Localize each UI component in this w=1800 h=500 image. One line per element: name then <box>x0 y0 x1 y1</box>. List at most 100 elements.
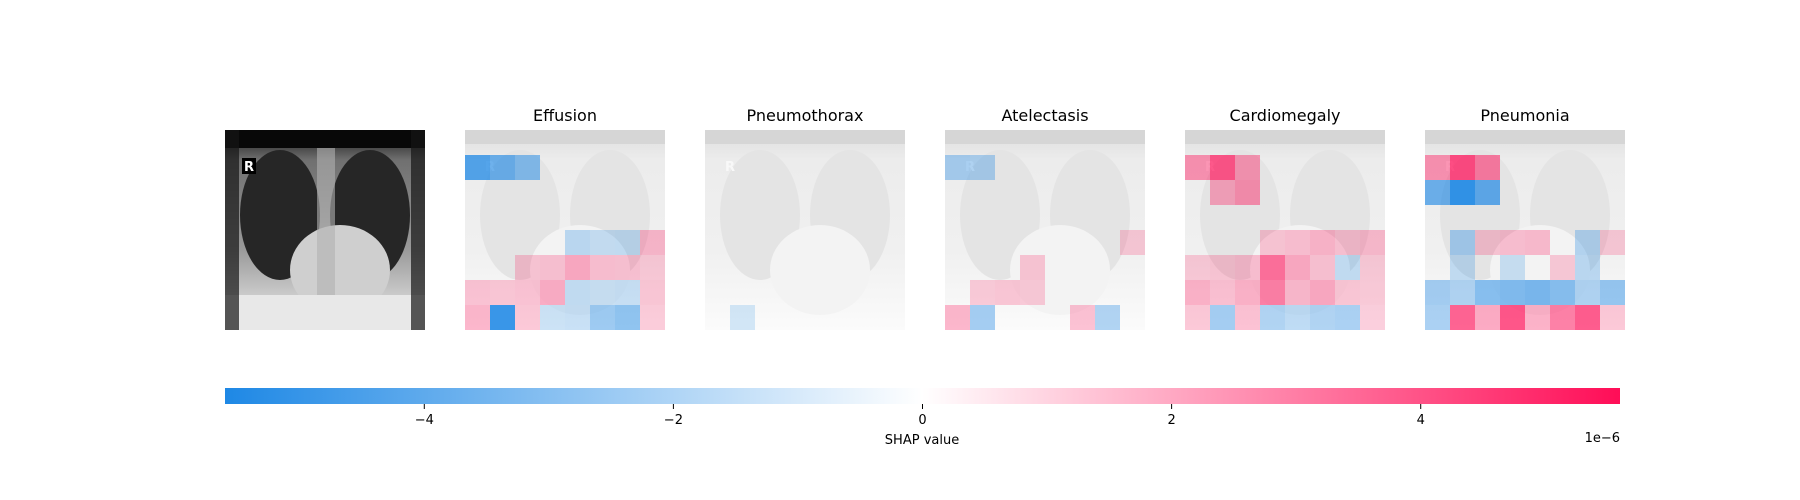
heatmap-cell <box>615 280 640 305</box>
heatmap-cell <box>1235 255 1260 280</box>
heatmap-cell <box>490 280 515 305</box>
heatmap-cell <box>540 255 565 280</box>
heatmap-cell <box>1185 305 1210 330</box>
heatmap-cell <box>1260 230 1285 255</box>
heatmap-cell <box>1020 255 1045 280</box>
heatmap-cell <box>1360 305 1385 330</box>
heatmap-cell <box>1210 255 1235 280</box>
heatmap-cell <box>1450 230 1475 255</box>
colorbar-tick-label: 0 <box>918 413 926 428</box>
heatmap-cell <box>565 255 590 280</box>
heatmap-cell <box>565 230 590 255</box>
colorbar-tick-label: −2 <box>664 413 683 428</box>
heatmap-cell <box>1425 280 1450 305</box>
heatmap-cell <box>1525 280 1550 305</box>
heatmap-cell <box>945 155 970 180</box>
heatmap-cell <box>1070 305 1095 330</box>
colorbar-ticks: −4 −2 0 2 4 <box>415 404 1425 428</box>
panel-title: Pneumonia <box>1480 106 1569 125</box>
heatmap-cell <box>1095 305 1120 330</box>
heatmap-cell <box>1500 280 1525 305</box>
heatmap-cell <box>1475 155 1500 180</box>
heatmap-cell <box>1335 255 1360 280</box>
colorbar-tick-label: 2 <box>1167 413 1175 428</box>
heatmap-cell <box>640 255 665 280</box>
heatmap-cell <box>1210 280 1235 305</box>
heatmap-cell <box>590 305 615 330</box>
heatmap-cell <box>1235 180 1260 205</box>
heatmap-cell <box>515 305 540 330</box>
heatmap-cell <box>1335 230 1360 255</box>
colorbar-tick-label: 4 <box>1417 413 1425 428</box>
heatmap-cell <box>1185 255 1210 280</box>
heatmap-cell <box>1475 305 1500 330</box>
heatmap-cell <box>1450 180 1475 205</box>
heatmap-cell <box>1425 155 1450 180</box>
faded-xray-image: R <box>465 130 665 330</box>
panel-atelectasis: Atelectasis R <box>945 106 1145 330</box>
heatmap-cell <box>1020 280 1045 305</box>
panel-title: Effusion <box>533 106 597 125</box>
heatmap-cell <box>1185 155 1210 180</box>
heatmap-cell <box>730 305 755 330</box>
heatmap-cell <box>540 280 565 305</box>
heatmap-cell <box>515 280 540 305</box>
heatmap-cell <box>1285 305 1310 330</box>
xray-side-marker-faded: R <box>725 160 735 175</box>
panel-title: Cardiomegaly <box>1230 106 1341 125</box>
heatmap-cell <box>1550 280 1575 305</box>
heatmap-cell <box>640 230 665 255</box>
heatmap-cell <box>515 255 540 280</box>
heatmap-cell <box>1335 305 1360 330</box>
heatmap-cell <box>1260 280 1285 305</box>
heatmap-cell <box>1210 305 1235 330</box>
faded-xray-image: R <box>705 130 905 330</box>
panel-title: Atelectasis <box>1001 106 1088 125</box>
heatmap-cell <box>1475 180 1500 205</box>
heatmap-cell <box>1550 255 1575 280</box>
heatmap-cell <box>1450 255 1475 280</box>
heatmap-cell <box>1210 155 1235 180</box>
heatmap-cell <box>1575 255 1600 280</box>
heatmap-cell <box>1210 180 1235 205</box>
heatmap-cell <box>1600 305 1625 330</box>
heatmap-cell <box>1185 280 1210 305</box>
heatmap-cell <box>1600 280 1625 305</box>
heatmap-cell <box>1235 280 1260 305</box>
heatmap-cell <box>1600 230 1625 255</box>
faded-xray-image: R <box>945 130 1145 330</box>
heatmap-cell <box>970 155 995 180</box>
heatmap-cell <box>615 305 640 330</box>
heatmap-cell <box>1310 255 1335 280</box>
heatmap-cell <box>590 280 615 305</box>
xray-side-marker: R <box>244 160 254 175</box>
panel-cardiomegaly: CardiomegalyR <box>1185 106 1385 330</box>
heatmap-cell <box>970 280 995 305</box>
heatmap-cell <box>465 155 490 180</box>
heatmap-cell <box>640 280 665 305</box>
heatmap-cell <box>1575 280 1600 305</box>
heatmap-cell <box>590 230 615 255</box>
colorbar-scale-label: 1e−6 <box>1585 431 1620 446</box>
heatmap-cell <box>1360 230 1385 255</box>
panel-effusion: Effusion R <box>465 106 665 330</box>
heatmap-cell <box>1120 230 1145 255</box>
panel-pneumonia: PneumoniaR <box>1425 106 1625 330</box>
heatmap-cell <box>970 305 995 330</box>
panel-title: Pneumothorax <box>747 106 864 125</box>
heatmap-cell <box>1235 305 1260 330</box>
heatmap-cell <box>1360 255 1385 280</box>
heatmap-cell <box>1310 305 1335 330</box>
panel-pneumothorax: Pneumothorax R <box>705 106 905 330</box>
heatmap-cell <box>1525 305 1550 330</box>
heatmap-cell <box>1285 230 1310 255</box>
heatmap-cell <box>465 280 490 305</box>
heatmap-cell <box>1285 255 1310 280</box>
heatmap-cell <box>1500 230 1525 255</box>
xray-side-marker-faded: R <box>965 160 975 175</box>
heatmap-cell <box>490 155 515 180</box>
heatmap-cell <box>1450 305 1475 330</box>
heatmap-cell <box>1450 280 1475 305</box>
heatmap-cell <box>1575 305 1600 330</box>
